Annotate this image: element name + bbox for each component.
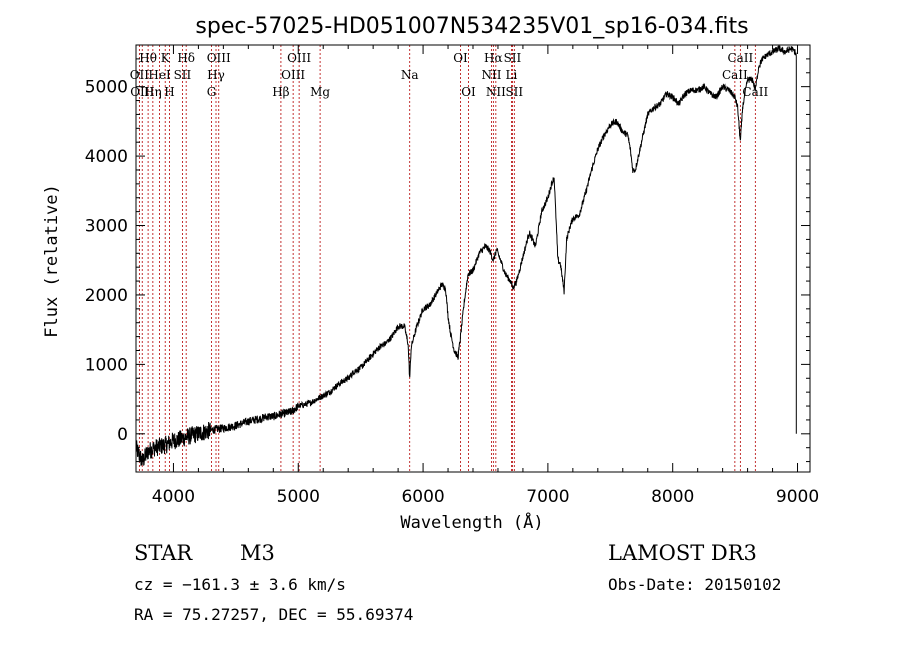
line-marker-label: OI	[453, 51, 468, 65]
y-tick-label: 1000	[85, 355, 128, 375]
line-marker-label: OI	[461, 85, 476, 99]
line-marker-label: Hδ	[177, 51, 195, 65]
y-tick-label: 4000	[85, 147, 128, 167]
plot-frame	[135, 44, 811, 473]
y-axis-label: Flux (relative)	[42, 184, 62, 338]
x-tick-label: 9000	[776, 487, 819, 507]
y-tick-label: 5000	[85, 78, 128, 98]
line-marker-label: HeI	[148, 68, 171, 82]
line-marker-label: OIII	[207, 51, 231, 65]
line-marker-label: Na	[401, 68, 419, 82]
line-marker-label: Hβ	[272, 85, 289, 99]
line-marker-label: Hγ	[207, 68, 225, 82]
y-tick-label: 3000	[85, 217, 128, 237]
line-marker-label: Hθ	[139, 51, 157, 65]
redshift-velocity: cz = −161.3 ± 3.6 km/s	[134, 575, 346, 594]
line-marker-label: H	[164, 85, 174, 99]
axis-ticks: 4000 5000 6000 7000 8000 9000 0 1000 2000 3000 400…	[85, 45, 819, 507]
line-marker-label: K	[161, 51, 171, 65]
line-marker-label: Hα	[484, 51, 503, 65]
x-tick-label: 7000	[526, 487, 569, 507]
line-marker-label: Mg	[310, 85, 330, 99]
line-marker-group	[138, 45, 756, 472]
line-marker-label: SII	[174, 68, 192, 82]
sky-coordinates: RA = 75.27257, DEC = 55.69374	[134, 605, 414, 624]
x-tick-label: 6000	[401, 487, 444, 507]
y-tick-label: 0	[117, 425, 128, 445]
line-marker-label: Li	[506, 68, 518, 82]
line-marker-label: OIII	[287, 51, 311, 65]
x-tick-label: 5000	[277, 487, 320, 507]
line-marker-label: CaII	[722, 68, 748, 82]
line-marker-label: SII	[504, 51, 522, 65]
line-marker-label: G	[207, 85, 217, 99]
survey-name: LAMOST DR3	[608, 541, 757, 565]
line-marker-label: CaII	[727, 51, 753, 65]
observation-date: Obs-Date: 20150102	[608, 575, 782, 594]
chart-title: spec-57025-HD051007N534235V01_sp16-034.f…	[195, 14, 748, 39]
line-marker-label: NII	[486, 85, 506, 99]
line-marker-label: NII	[481, 68, 501, 82]
line-marker-label: Hη	[144, 85, 162, 99]
spectrum-line	[135, 45, 797, 466]
line-marker-label: OIII	[281, 68, 305, 82]
x-tick-label: 8000	[651, 487, 694, 507]
line-marker-label: SII	[505, 85, 523, 99]
line-marker-label: OII	[130, 68, 150, 82]
x-axis-label: Wavelength (Å)	[400, 511, 543, 533]
line-marker-label: CaII	[742, 85, 768, 99]
object-class: STAR	[134, 541, 193, 565]
y-tick-label: 2000	[85, 286, 128, 306]
object-subclass: M3	[240, 541, 275, 565]
x-tick-label: 4000	[152, 487, 195, 507]
